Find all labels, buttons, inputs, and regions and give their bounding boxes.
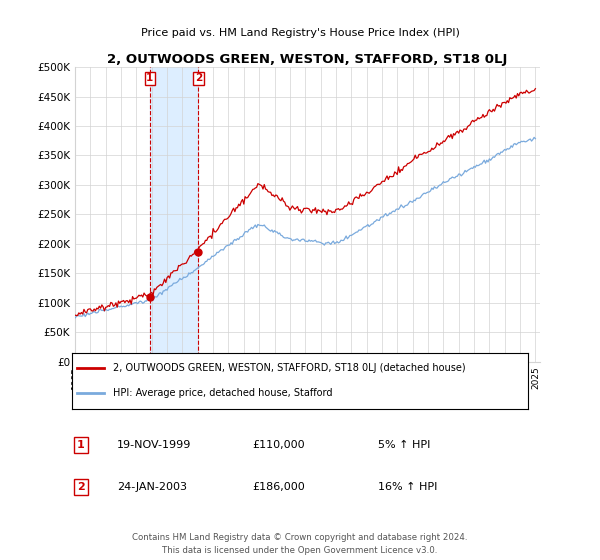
Text: £186,000: £186,000 [252, 482, 305, 492]
Text: Price paid vs. HM Land Registry's House Price Index (HPI): Price paid vs. HM Land Registry's House … [140, 29, 460, 39]
Text: 2, OUTWOODS GREEN, WESTON, STAFFORD, ST18 0LJ (detached house): 2, OUTWOODS GREEN, WESTON, STAFFORD, ST1… [113, 363, 466, 374]
Text: 5% ↑ HPI: 5% ↑ HPI [378, 440, 430, 450]
Bar [150, 67, 199, 362]
Title: 2, OUTWOODS GREEN, WESTON, STAFFORD, ST18 0LJ: 2, OUTWOODS GREEN, WESTON, STAFFORD, ST1… [107, 53, 508, 66]
Text: 16% ↑ HPI: 16% ↑ HPI [378, 482, 437, 492]
Text: 1: 1 [77, 440, 85, 450]
Text: 2: 2 [77, 482, 85, 492]
Text: 19-NOV-1999: 19-NOV-1999 [117, 440, 191, 450]
Text: Contains HM Land Registry data © Crown copyright and database right 2024.
This d: Contains HM Land Registry data © Crown c… [132, 533, 468, 556]
Text: 2: 2 [195, 73, 202, 83]
Text: 1: 1 [146, 73, 154, 83]
Text: HPI: Average price, detached house, Stafford: HPI: Average price, detached house, Staf… [113, 388, 332, 398]
Text: 24-JAN-2003: 24-JAN-2003 [117, 482, 187, 492]
Text: £110,000: £110,000 [252, 440, 305, 450]
